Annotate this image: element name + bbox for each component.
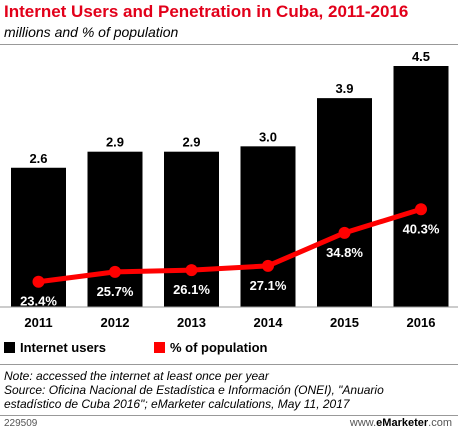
population-value-label-2011: 23.4%: [20, 294, 57, 309]
legend-item-internet-users: Internet users: [4, 340, 106, 355]
source-line-2: estadístico de Cuba 2016"; eMarketer cal…: [4, 397, 350, 411]
site-brand: eMarketer: [376, 417, 429, 429]
legend-swatch-population: [153, 342, 165, 353]
x-tick-label-2014: 2014: [254, 315, 284, 330]
population-value-label-2014: 27.1%: [250, 278, 287, 293]
line-group: [32, 203, 427, 288]
population-point-2015: [338, 226, 351, 239]
source-line-1: Source: Oficina Nacional de Estadística …: [4, 383, 384, 397]
note-line: Note: accessed the internet at least onc…: [4, 369, 269, 383]
bar-value-label-2016: 4.5: [412, 49, 430, 64]
population-point-2014: [262, 259, 274, 272]
x-axis-ticks: 2011 2012 2013 2014 2015 2016: [24, 315, 435, 330]
population-line: [38, 206, 422, 285]
legend-item-population: % of population: [153, 340, 268, 355]
population-value-label-2012: 25.7%: [97, 284, 134, 299]
bar-labels-group: 2.6 2.9 2.9 3.0 3.9 4.5: [29, 49, 430, 166]
bar-value-label-2013: 2.9: [182, 135, 200, 150]
chart-title: Internet Users and Penetration in Cuba, …: [4, 2, 409, 21]
bar-2014: [240, 146, 296, 307]
population-point-2011: [32, 275, 45, 288]
x-tick-label-2013: 2013: [177, 315, 206, 330]
chart-canvas: 2.6 2.9 2.9 3.0 3.9 4.5 23.4% 25.7% 26.1% 27.1% 3…: [0, 49, 458, 330]
population-point-2012: [109, 265, 121, 278]
legend-label-internet-users: Internet users: [20, 340, 106, 355]
top-divider: [0, 44, 458, 45]
bar-value-label-2014: 3.0: [259, 129, 277, 144]
site-credit: www.eMarketer.com: [350, 417, 452, 429]
site-suffix: .com: [428, 417, 452, 429]
bar-value-label-2011: 2.6: [29, 151, 47, 166]
notes: Note: accessed the internet at least onc…: [4, 369, 454, 411]
bar-2016: [393, 66, 449, 307]
footer-divider: [0, 415, 458, 416]
legend-swatch-internet-users: [4, 342, 15, 353]
x-tick-label-2011: 2011: [24, 315, 52, 330]
site-prefix: www.: [349, 417, 377, 429]
population-point-2013: [185, 264, 198, 277]
legend-label-population: % of population: [169, 340, 268, 355]
x-tick-label-2012: 2012: [101, 315, 130, 330]
bars-group: [11, 66, 449, 307]
notes-divider: [0, 364, 458, 365]
chart-id: 229509: [4, 418, 38, 429]
bar-value-label-2012: 2.9: [106, 135, 124, 150]
x-tick-label-2015: 2015: [330, 315, 359, 330]
population-point-2016: [415, 203, 427, 216]
chart-subtitle: millions and % of population: [4, 24, 179, 40]
bar-value-label-2015: 3.9: [335, 81, 353, 96]
legend: Internet users % of population: [4, 340, 267, 355]
population-value-label-2016: 40.3%: [403, 221, 440, 236]
bar-2012: [87, 151, 143, 307]
x-tick-label-2016: 2016: [407, 315, 436, 330]
population-value-label-2015: 34.8%: [326, 245, 363, 260]
bar-2015: [317, 98, 372, 307]
line-labels-group: 23.4% 25.7% 26.1% 27.1% 34.8% 40.3%: [20, 221, 440, 308]
bar-2013: [164, 151, 219, 307]
population-value-label-2013: 26.1%: [173, 282, 210, 297]
